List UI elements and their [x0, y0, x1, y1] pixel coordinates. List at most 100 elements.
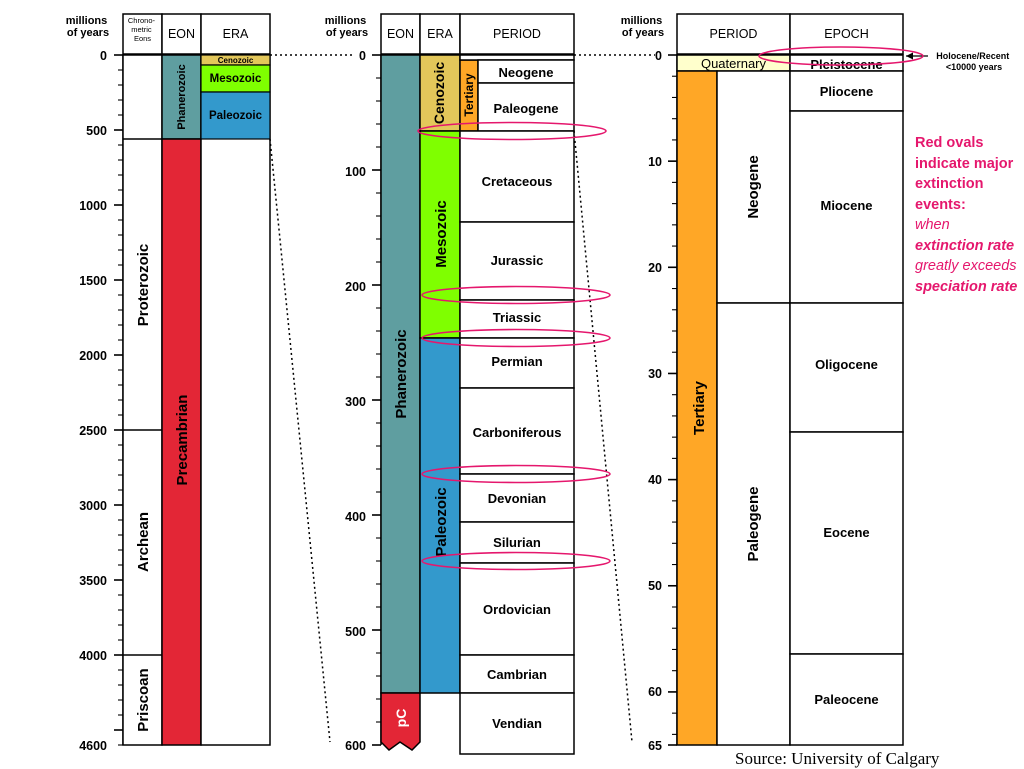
- period-triassic-2-label: Triassic: [493, 310, 541, 325]
- tick-label-1-1500: 1500: [79, 274, 107, 288]
- note-line-5: speciation rate: [915, 278, 1018, 295]
- extinction-oval-p-tr: [421, 328, 611, 348]
- tick-label-3-0: 0: [655, 49, 662, 63]
- myr-label-2-line-a: millions: [325, 15, 367, 27]
- tick-label-1-1000: 1000: [79, 199, 107, 213]
- period-vendian-2: [459, 692, 575, 755]
- note-line-3: extinction rate: [915, 237, 1015, 254]
- extinction-oval-o-s: [421, 551, 611, 571]
- eon-pc-2-label: pC: [393, 709, 409, 728]
- subperiod-paleogene-3-label: Paleogene: [745, 486, 762, 561]
- period-cretaceous-2-label: Cretaceous: [482, 174, 553, 189]
- header-epoch-3: EPOCH: [824, 27, 868, 41]
- panel-3: millions of years PERIOD EPOCH 0 10 20 3…: [621, 13, 1012, 753]
- period-silurian-2: [459, 521, 575, 564]
- tick-label-2-100: 100: [345, 165, 366, 179]
- era-cenozoic-1-label: Cenozoic: [218, 56, 254, 65]
- eon-precambrian-1: [161, 138, 202, 746]
- holocene-label: Holocene/Recent <10000 years: [936, 51, 1012, 72]
- extinction-note: Red ovals indicate major extinction even…: [915, 133, 1023, 297]
- epoch-miocene-3-label: Miocene: [820, 198, 872, 213]
- header-chrono-line-c: Eons: [134, 34, 151, 43]
- period-quaternary-3-label: Quaternary: [701, 56, 767, 71]
- tick-label-2-0: 0: [359, 49, 366, 63]
- epoch-paleocene-3-label: Paleocene: [814, 692, 878, 707]
- tick-label-2-600: 600: [345, 739, 366, 753]
- eon-phanerozoic-2-label: Phanerozoic: [393, 329, 410, 418]
- chrono-proterozoic: Proterozoic: [135, 244, 152, 327]
- tick-marks-3: [668, 54, 677, 746]
- tick-label-3-65: 65: [648, 739, 662, 753]
- header-box-eon-1: [161, 13, 202, 55]
- epoch-eocene-3-label: Eocene: [823, 525, 869, 540]
- header-eon-1: EON: [168, 27, 195, 41]
- period-vendian-2-label: Vendian: [492, 716, 542, 731]
- myr-label-3-line-b: of years: [622, 27, 664, 39]
- holocene-label-line-b: <10000 years: [946, 62, 1002, 72]
- subperiod-paleogene-3: [716, 302, 791, 746]
- era-cenozoic-2-label: Cenozoic: [431, 62, 447, 124]
- period-ordovician-2-label: Ordovician: [483, 602, 551, 617]
- eon-phanerozoic-1: [161, 54, 202, 140]
- epoch-pliocene-3-label: Pliocene: [820, 84, 873, 99]
- header-chrono-line-b: metric: [131, 25, 152, 34]
- tick-label-3-50: 50: [648, 579, 662, 593]
- period-silurian-2-label: Silurian: [493, 535, 541, 550]
- period-ordovician-2: [459, 562, 575, 656]
- tick-label-1-4600: 4600: [79, 739, 107, 753]
- eon-precambrian-1-label: Precambrian: [174, 395, 191, 486]
- header-period-3: PERIOD: [710, 27, 758, 41]
- era-paleozoic-1: [200, 91, 271, 140]
- source-credit: Source: University of Calgary: [735, 749, 940, 768]
- myr-label-2: millions of years: [325, 15, 370, 39]
- subperiod-neogene-3-label: Neogene: [745, 155, 762, 218]
- period-cambrian-2: [459, 654, 575, 694]
- note-line-4: greatly exceeds: [915, 258, 1017, 274]
- header-box-period-2: [459, 13, 575, 55]
- header-box-era-1: [200, 13, 271, 55]
- era-paleozoic-1-label: Paleozoic: [209, 110, 263, 122]
- myr-label-1-line-b: of years: [67, 27, 109, 39]
- tick-label-1-2000: 2000: [79, 349, 107, 363]
- period-paleogene-2-label: Paleogene: [493, 101, 558, 116]
- header-eon-2: EON: [387, 27, 414, 41]
- note-line-1: Red ovals indicate major extinction even…: [915, 135, 1014, 213]
- epoch-oligocene-3: [789, 302, 904, 433]
- period-permian-2-label: Permian: [491, 354, 542, 369]
- tick-label-2-400: 400: [345, 510, 366, 524]
- extinction-oval-recent: [758, 46, 924, 66]
- period-neogene-2-label: Neogene: [499, 65, 554, 80]
- period-carboniferous-2: [459, 387, 575, 475]
- header-box-chrono: [122, 13, 163, 55]
- header-box-period-3: [676, 13, 791, 55]
- epoch-miocene-3: [789, 110, 904, 304]
- period-carboniferous-2-label: Carboniferous: [473, 425, 562, 440]
- tick-label-3-60: 60: [648, 685, 662, 699]
- tertiary-strip-2-label: Tertiary: [462, 73, 476, 116]
- tick-label-1-3000: 3000: [79, 499, 107, 513]
- era-mesozoic-2-label: Mesozoic: [433, 200, 450, 268]
- era-cenozoic-2: [419, 54, 461, 132]
- header-era-1: ERA: [223, 27, 249, 41]
- epoch-paleocene-3: [789, 653, 904, 746]
- myr-label-2-line-b: of years: [326, 27, 368, 39]
- epoch-oligocene-3-label: Oligocene: [815, 357, 878, 372]
- eon-phanerozoic-2: [380, 54, 421, 694]
- tick-label-3-20: 20: [648, 261, 662, 275]
- header-box-era-2: [419, 13, 461, 55]
- chrono-column: [122, 54, 163, 746]
- period-devonian-2-label: Devonian: [488, 491, 547, 506]
- era-mesozoic-1: [200, 64, 271, 93]
- period-cambrian-2-label: Cambrian: [487, 667, 547, 682]
- myr-label-3-line-a: millions: [621, 15, 663, 27]
- connector-1-bottom: [269, 138, 331, 743]
- extinction-ovals: [417, 46, 924, 571]
- eon-pc-2: [380, 692, 421, 751]
- header-period-2: PERIOD: [493, 27, 541, 41]
- tick-label-3-10: 10: [648, 155, 662, 169]
- tick-label-2-200: 200: [345, 280, 366, 294]
- tick-label-1-2500: 2500: [79, 424, 107, 438]
- era-mesozoic-1-label: Mesozoic: [210, 73, 262, 85]
- myr-label-3: millions of years: [621, 15, 666, 39]
